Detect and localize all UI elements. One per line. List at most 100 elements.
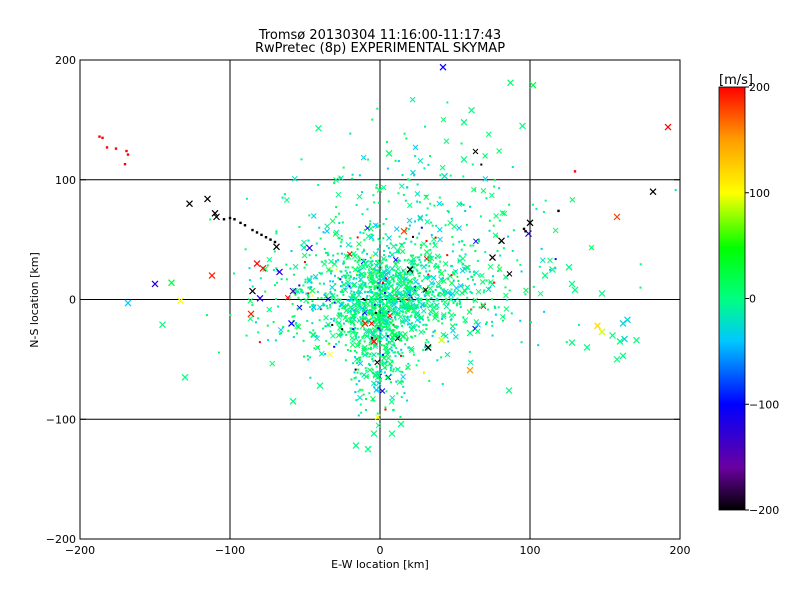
cloud-cross-marker xyxy=(301,252,308,259)
cross-marker xyxy=(613,355,621,363)
cloud-dot-marker xyxy=(401,351,404,354)
cloud-cross-marker xyxy=(386,291,393,297)
cloud-dot-marker xyxy=(375,320,378,323)
cloud-dot-marker xyxy=(368,355,371,358)
cloud-dot-marker xyxy=(428,269,431,272)
cloud-dot-marker xyxy=(453,313,456,316)
cloud-dot-marker xyxy=(369,297,372,300)
cloud-cross-marker xyxy=(406,202,413,209)
cloud-cross-marker xyxy=(338,175,344,181)
cloud-dot-marker xyxy=(400,320,403,323)
cloud-dot-marker xyxy=(406,286,409,289)
cloud-dot-marker xyxy=(356,371,359,374)
cloud-cross-marker xyxy=(402,275,409,282)
cloud-dot-marker xyxy=(366,276,369,279)
cloud-dot-marker xyxy=(382,278,385,281)
cloud-dot-marker xyxy=(445,292,448,295)
cloud-dot-marker xyxy=(427,277,430,280)
cloud-dot-marker xyxy=(383,283,386,286)
cloud-dot-marker xyxy=(307,286,310,289)
cloud-dot-marker xyxy=(406,294,409,297)
cloud-dot-marker xyxy=(468,350,471,353)
cloud-dot-marker xyxy=(358,300,361,303)
cloud-cross-marker xyxy=(354,299,361,306)
cloud-dot-marker xyxy=(408,322,411,325)
cloud-cross-marker xyxy=(439,291,446,298)
cloud-dot-marker xyxy=(277,305,280,308)
cloud-dot-marker xyxy=(392,368,395,371)
y-tick-label: 0 xyxy=(69,294,76,307)
cloud-dot-marker xyxy=(358,269,361,272)
cloud-dot-marker xyxy=(251,285,254,288)
cloud-dot-marker xyxy=(406,186,409,189)
cloud-dot-marker xyxy=(441,288,444,291)
cloud-dot-marker xyxy=(248,267,251,270)
cloud-cross-marker xyxy=(442,299,449,306)
cloud-dot-marker xyxy=(378,318,381,321)
cloud-dot-marker xyxy=(468,205,471,208)
cloud-dot-marker xyxy=(373,329,376,332)
cloud-dot-marker xyxy=(417,272,420,275)
cloud-dot-marker xyxy=(351,296,354,299)
cloud-dot-marker xyxy=(493,178,496,181)
cross-marker xyxy=(289,287,297,295)
cloud-dot-marker xyxy=(441,277,444,280)
cloud-dot-marker xyxy=(366,290,369,293)
cloud-dot-marker xyxy=(363,238,366,241)
cloud-dot-marker xyxy=(358,273,361,276)
cloud-dot-marker xyxy=(432,300,435,303)
cloud-dot-marker xyxy=(381,325,384,328)
cloud-dot-marker xyxy=(340,313,343,316)
cloud-dot-marker xyxy=(337,258,340,261)
cloud-dot-marker xyxy=(439,255,442,258)
cloud-dot-marker xyxy=(403,306,406,309)
cloud-cross-marker xyxy=(409,323,416,330)
cloud-dot-marker xyxy=(510,312,513,315)
cross-marker xyxy=(649,188,657,196)
cloud-dot-marker xyxy=(423,294,426,297)
cloud-dot-marker xyxy=(462,175,465,178)
cross-marker xyxy=(247,310,255,318)
cloud-dot-marker xyxy=(409,254,412,257)
cloud-dot-marker xyxy=(389,366,392,369)
cloud-dot-marker xyxy=(427,163,430,166)
cloud-dot-marker xyxy=(297,296,300,299)
cloud-dot-marker xyxy=(362,310,365,313)
cloud-dot-marker xyxy=(313,347,316,350)
cloud-dot-marker xyxy=(394,275,397,278)
cloud-cross-marker xyxy=(409,347,415,354)
cloud-dot-marker xyxy=(331,293,334,296)
cloud-dot-marker xyxy=(354,331,357,334)
cloud-dot-marker xyxy=(349,237,352,240)
cloud-dot-marker xyxy=(356,331,359,334)
cloud-cross-marker xyxy=(428,280,435,286)
cloud-dot-marker xyxy=(395,346,398,349)
cloud-dot-marker xyxy=(447,211,450,214)
cloud-dot-marker xyxy=(396,325,399,328)
cloud-dot-marker xyxy=(305,263,308,266)
cloud-dot-marker xyxy=(342,262,345,265)
cloud-dot-marker xyxy=(542,210,545,213)
cloud-dot-marker xyxy=(492,224,495,227)
cloud-cross-marker xyxy=(367,260,374,266)
cloud-dot-marker xyxy=(508,203,511,206)
cloud-dot-marker xyxy=(472,244,475,247)
cloud-dot-marker xyxy=(349,320,352,323)
cloud-dot-marker xyxy=(397,274,400,277)
cloud-dot-marker xyxy=(275,230,278,233)
cloud-dot-marker xyxy=(446,254,449,257)
cloud-dot-marker xyxy=(442,288,445,291)
cross-marker xyxy=(273,243,280,251)
dot-marker xyxy=(125,149,128,153)
cloud-cross-marker xyxy=(433,264,440,270)
cloud-dot-marker xyxy=(406,337,409,340)
cloud-dot-marker xyxy=(381,359,384,362)
cloud-dot-marker xyxy=(357,255,360,258)
cloud-dot-marker xyxy=(355,310,358,313)
cloud-dot-marker xyxy=(424,323,427,326)
colorbar-ticks: 200 100 0 −100 −200 xyxy=(745,81,779,517)
cloud-dot-marker xyxy=(327,343,330,346)
cloud-dot-marker xyxy=(409,282,412,285)
cloud-cross-marker xyxy=(489,192,495,199)
cloud-dot-marker xyxy=(366,252,369,255)
